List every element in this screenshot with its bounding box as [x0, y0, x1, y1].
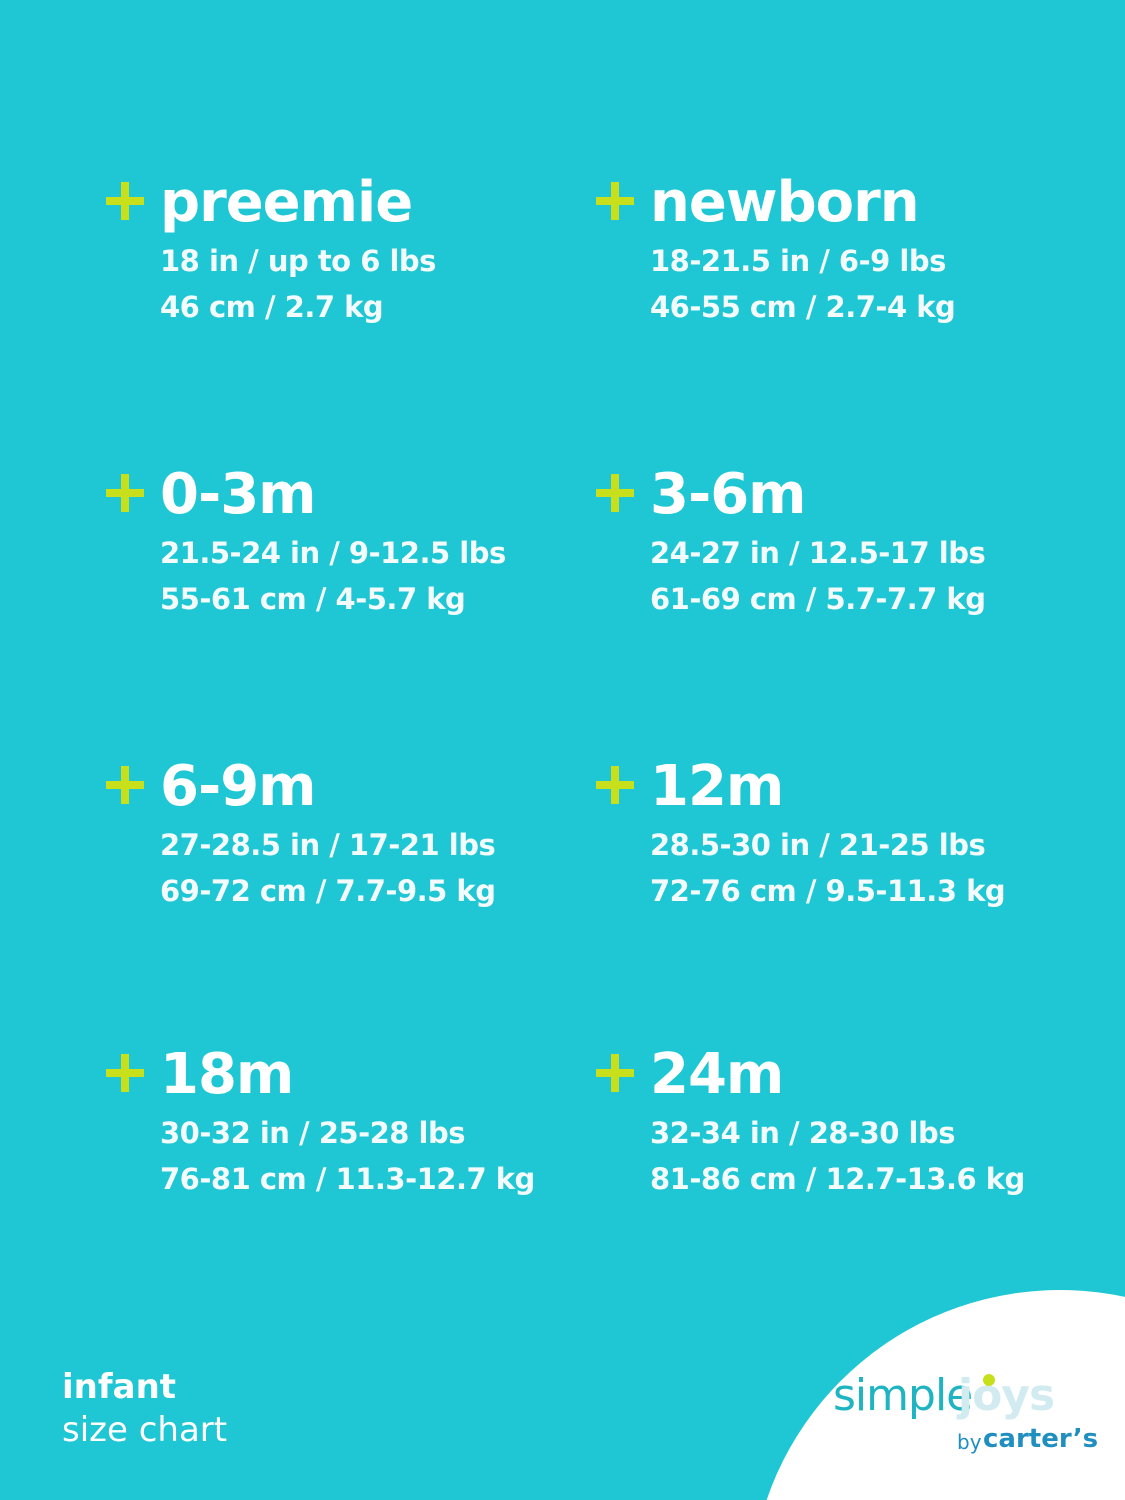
size-label: 12m [650, 754, 784, 819]
plus-icon [596, 766, 634, 804]
size-imperial: 30-32 in / 25-28 lbs [160, 1116, 466, 1150]
plus-icon [596, 182, 634, 220]
plus-icon [106, 474, 144, 512]
size-entry-6-9m: 6-9m 27-28.5 in / 17-21 lbs 69-72 cm / 7… [106, 752, 620, 914]
plus-icon [106, 182, 144, 220]
size-entry-0-3m: 0-3m 21.5-24 in / 9-12.5 lbs 55-61 cm / … [106, 460, 620, 622]
size-label: 6-9m [160, 754, 317, 819]
size-imperial: 18-21.5 in / 6-9 lbs [650, 244, 946, 278]
simple-joys-logo: simple joys by carter’s [833, 1370, 1099, 1454]
size-label: 24m [650, 1042, 784, 1107]
logo-badge [766, 1290, 1125, 1500]
plus-icon [106, 766, 144, 804]
size-entry-newborn: newborn 18-21.5 in / 6-9 lbs 46-55 cm / … [596, 168, 1110, 330]
size-label: 3-6m [650, 462, 807, 527]
size-imperial: 18 in / up to 6 lbs [160, 244, 436, 278]
size-imperial: 24-27 in / 12.5-17 lbs [650, 536, 986, 570]
plus-icon [106, 1054, 144, 1092]
size-metric: 76-81 cm / 11.3-12.7 kg [160, 1162, 535, 1196]
size-imperial: 27-28.5 in / 17-21 lbs [160, 828, 496, 862]
plus-icon [596, 1054, 634, 1092]
size-metric: 81-86 cm / 12.7-13.6 kg [650, 1162, 1025, 1196]
caption-infant: infant [62, 1367, 177, 1407]
size-metric: 55-61 cm / 4-5.7 kg [160, 582, 466, 616]
size-metric: 46 cm / 2.7 kg [160, 290, 384, 324]
caption-size-chart: size chart [62, 1410, 228, 1450]
size-metric: 61-69 cm / 5.7-7.7 kg [650, 582, 986, 616]
size-metric: 69-72 cm / 7.7-9.5 kg [160, 874, 496, 908]
size-metric: 46-55 cm / 2.7-4 kg [650, 290, 956, 324]
size-entry-3-6m: 3-6m 24-27 in / 12.5-17 lbs 61-69 cm / 5… [596, 460, 1110, 622]
size-entry-18m: 18m 30-32 in / 25-28 lbs 76-81 cm / 11.3… [106, 1040, 620, 1202]
plus-icon [596, 474, 634, 512]
size-imperial: 32-34 in / 28-30 lbs [650, 1116, 956, 1150]
size-imperial: 28.5-30 in / 21-25 lbs [650, 828, 986, 862]
size-label: preemie [160, 170, 413, 235]
size-entry-12m: 12m 28.5-30 in / 21-25 lbs 72-76 cm / 9.… [596, 752, 1110, 914]
size-label: newborn [650, 170, 920, 235]
size-metric: 72-76 cm / 9.5-11.3 kg [650, 874, 1006, 908]
chart-caption: infant size chart [62, 1366, 227, 1452]
size-label: 18m [160, 1042, 294, 1107]
size-entry-preemie: preemie 18 in / up to 6 lbs 46 cm / 2.7 … [106, 168, 620, 330]
size-label: 0-3m [160, 462, 317, 527]
size-entry-24m: 24m 32-34 in / 28-30 lbs 81-86 cm / 12.7… [596, 1040, 1110, 1202]
size-imperial: 21.5-24 in / 9-12.5 lbs [160, 536, 506, 570]
